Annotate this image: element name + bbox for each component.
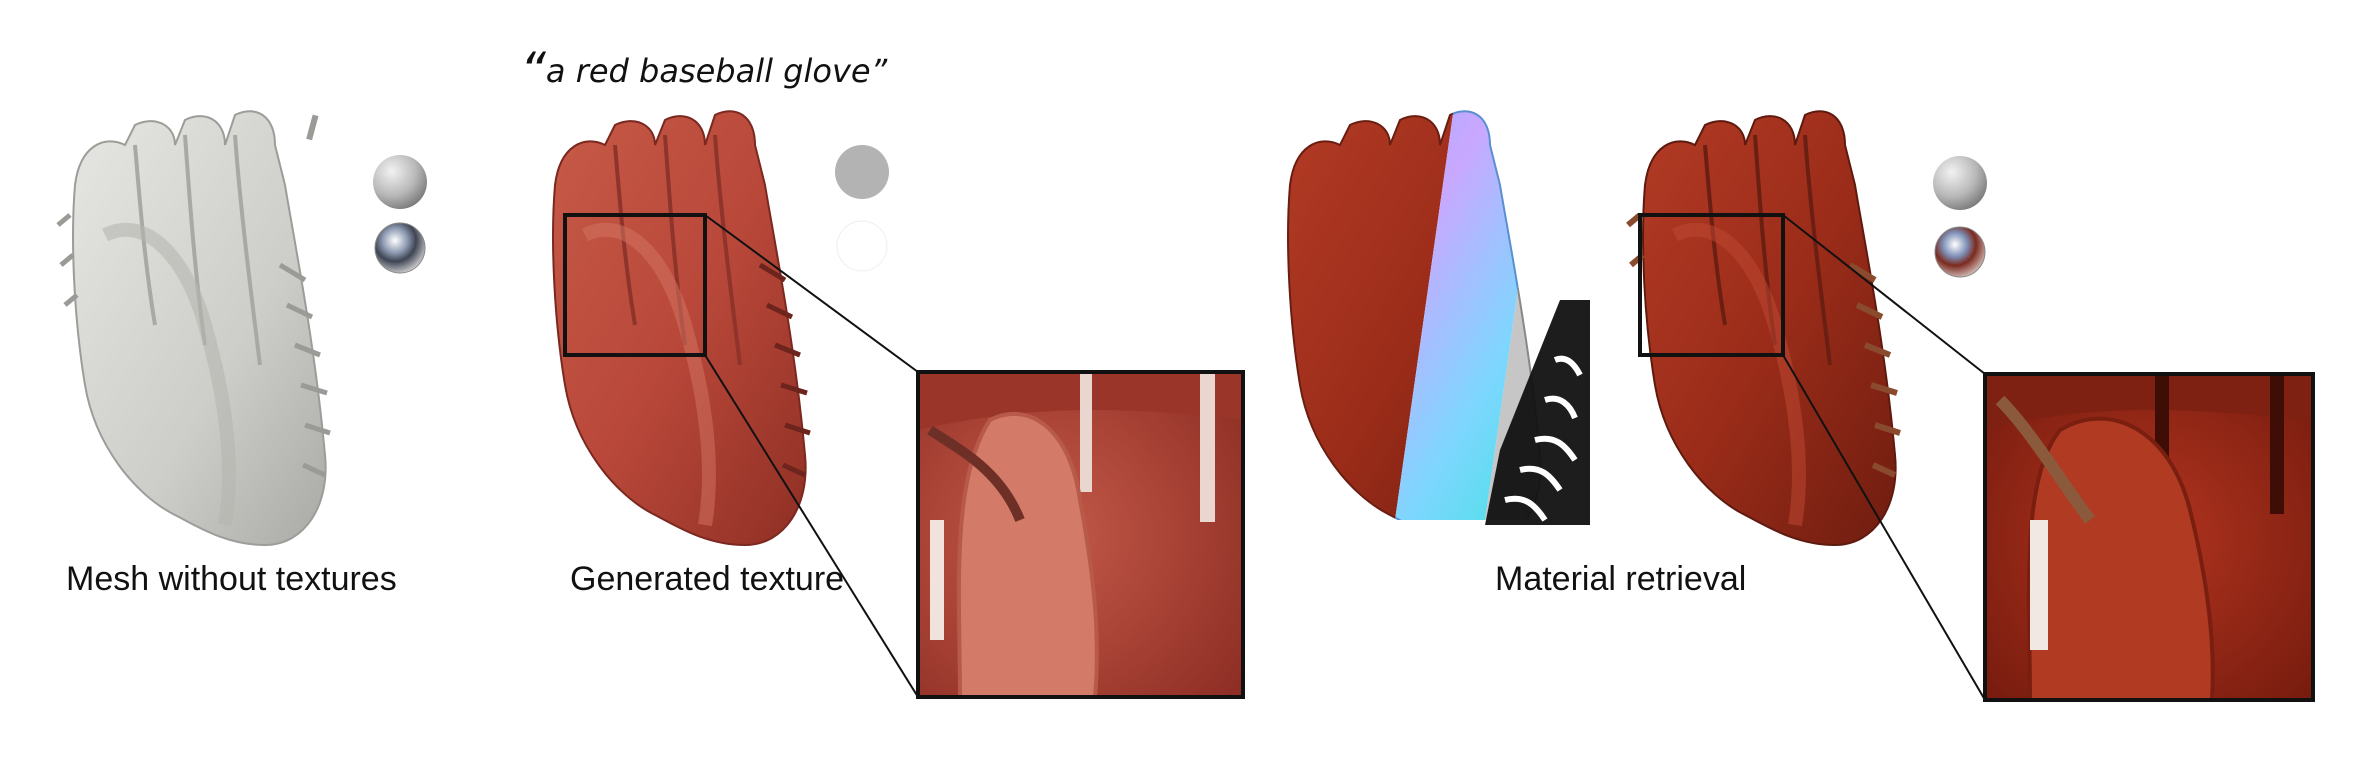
- open-quote: “: [520, 42, 546, 100]
- zoom-region-marker: [1638, 213, 1785, 357]
- retrieved-material-zoom-inset: [1985, 374, 2313, 700]
- prompt-text: a red baseball glove: [545, 52, 871, 90]
- diffuse-sphere-icon: [1933, 156, 1987, 210]
- diffuse-sphere-icon: [835, 145, 889, 199]
- text-prompt: “a red baseball glove”: [520, 42, 887, 100]
- generated-texture-zoom-inset: [918, 372, 1243, 697]
- caption-material-retrieval: Material retrieval: [1495, 560, 1747, 598]
- chrome-sphere-icon: [1934, 226, 1986, 278]
- diffuse-sphere-icon: [373, 155, 427, 209]
- empty-sphere-icon: [836, 220, 888, 272]
- caption-generated-texture: Generated texture: [570, 560, 845, 598]
- zoom-connector-line: [704, 354, 919, 698]
- zoom-connector-line: [704, 214, 919, 373]
- retrieved-material-glove-render: [1626, 110, 1901, 546]
- generated-texture-glove-render: [552, 110, 811, 546]
- zoom-connector-line: [1782, 214, 1986, 375]
- zoom-connector-line: [1782, 354, 1986, 701]
- zoom-region-marker: [563, 213, 707, 357]
- caption-mesh-without-textures: Mesh without textures: [66, 560, 397, 598]
- chrome-sphere-icon: [374, 222, 426, 274]
- close-quote: ”: [870, 52, 888, 90]
- material-maps-glove-render: [1287, 110, 1590, 525]
- untextured-glove-render: [56, 110, 331, 546]
